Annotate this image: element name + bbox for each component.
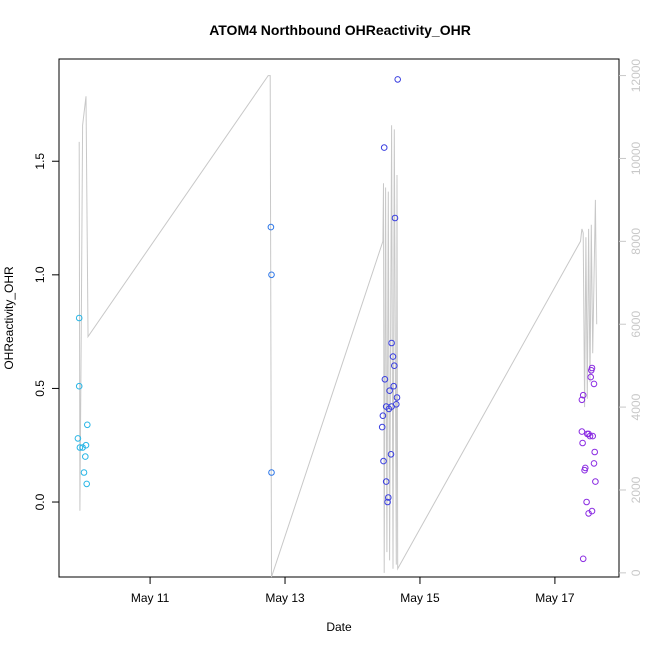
x-tick-label: May 15	[400, 591, 440, 605]
x-tick-label: May 13	[265, 591, 305, 605]
data-point	[75, 382, 83, 390]
data-point	[391, 214, 399, 222]
data-point	[586, 432, 594, 440]
data-point	[378, 423, 386, 431]
y2-tick-label: 6000	[629, 311, 643, 338]
secondary-series-line	[78, 75, 598, 578]
data-point	[80, 469, 88, 476]
data-point	[394, 76, 402, 83]
data-point	[592, 478, 599, 485]
y-tick-label: 1.0	[33, 266, 47, 283]
data-point	[384, 498, 391, 506]
data-point	[381, 376, 389, 383]
points-layer	[74, 76, 599, 563]
data-point	[84, 421, 91, 429]
y-tick-label: 0.0	[33, 493, 47, 510]
data-point	[82, 441, 90, 449]
y2-tick-label: 4000	[629, 393, 643, 420]
y2-tick-label: 0	[629, 569, 643, 576]
x-tick-label: May 11	[131, 591, 170, 605]
data-point	[585, 510, 592, 517]
data-point	[75, 314, 83, 322]
data-point	[587, 373, 595, 381]
x-axis: May 11 May 13 May 15 May 17	[131, 577, 575, 605]
data-point	[579, 439, 586, 447]
data-point	[385, 494, 392, 501]
y-tick-label: 1.5	[33, 153, 47, 170]
y2-tick-label: 12000	[629, 59, 643, 93]
data-point	[385, 405, 393, 413]
data-point	[82, 453, 89, 460]
y-tick-label: 0.5	[33, 380, 47, 397]
chart-title: ATOM4 Northbound OHReactivity_OHR	[209, 22, 471, 38]
data-point	[581, 466, 588, 474]
y-axis-label: OHReactivity_OHR	[2, 266, 16, 370]
data-point	[380, 144, 388, 151]
data-point	[588, 367, 595, 374]
data-point	[590, 460, 598, 467]
y2-tick-label: 8000	[629, 228, 643, 255]
data-point	[391, 362, 398, 370]
y-axis: 0.0 0.5 1.0 1.5	[33, 153, 59, 510]
data-point	[393, 394, 401, 401]
data-point	[74, 435, 82, 442]
data-point	[590, 380, 598, 388]
data-point	[382, 478, 390, 485]
x-tick-label: May 17	[535, 591, 575, 605]
y2-tick-label: 10000	[629, 141, 643, 175]
data-point	[386, 387, 393, 395]
data-point	[83, 480, 90, 488]
data-point	[579, 391, 587, 399]
data-point	[76, 444, 84, 451]
data-point	[268, 271, 275, 279]
data-point	[591, 448, 599, 456]
data-point	[579, 555, 587, 563]
data-point	[390, 382, 398, 390]
secondary-line-layer	[78, 75, 598, 578]
data-point	[388, 339, 395, 347]
x-axis-label: Date	[326, 620, 352, 634]
data-point	[589, 432, 597, 440]
y2-tick-label: 2000	[629, 476, 643, 503]
data-point	[268, 469, 275, 476]
data-point	[380, 457, 387, 465]
data-point	[389, 353, 397, 360]
data-point	[578, 396, 586, 404]
data-point	[578, 428, 586, 435]
data-point	[387, 451, 395, 458]
data-point	[267, 223, 275, 231]
plot-frame	[58, 58, 620, 578]
secondary-y-axis: 0 2000 4000 6000 8000 10000 12000	[619, 59, 643, 576]
data-point	[379, 412, 387, 420]
data-point	[583, 498, 590, 506]
